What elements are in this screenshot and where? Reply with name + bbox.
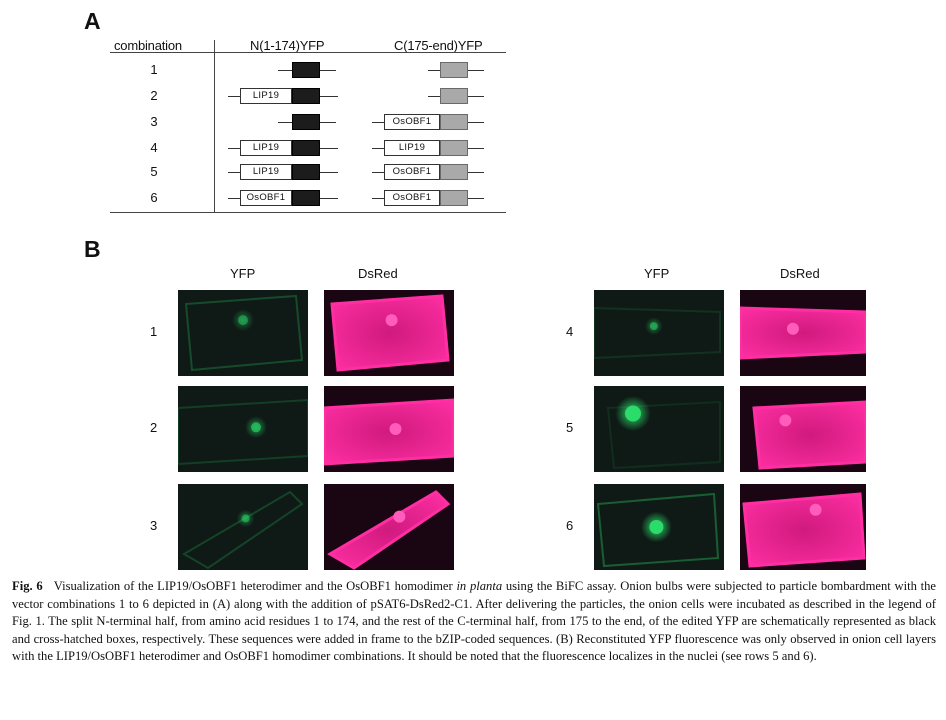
dsred-micrograph bbox=[324, 386, 454, 472]
n-yfp-fragment-box bbox=[292, 88, 320, 104]
yfp-micrograph bbox=[594, 386, 724, 472]
table-top-rule bbox=[110, 52, 506, 53]
header-n-half: N(1-174)YFP bbox=[250, 38, 325, 53]
c-fusion-partner-box: OsOBF1 bbox=[384, 164, 440, 180]
left-yfp-column-label: YFP bbox=[230, 266, 256, 281]
caption-text-1: Visualization of the LIP19/OsOBF1 hetero… bbox=[53, 579, 457, 593]
combination-number: 1 bbox=[150, 62, 158, 77]
yfp-micrograph bbox=[178, 484, 308, 570]
dsred-micrograph bbox=[324, 290, 454, 376]
right-dsred-column-label: DsRed bbox=[780, 266, 820, 281]
c-yfp-construct: LIP19 bbox=[110, 140, 506, 156]
caption-text-2: using the BiFC assay. Onion bulbs were s… bbox=[12, 579, 936, 664]
figure-label: Fig. 6 bbox=[12, 579, 43, 593]
yfp-micrograph bbox=[178, 290, 308, 376]
dsred-micrograph bbox=[740, 484, 866, 570]
n-fusion-partner-box: OsOBF1 bbox=[240, 190, 292, 206]
n-yfp-construct: LIP19 bbox=[110, 88, 506, 104]
combination-number: 4 bbox=[150, 140, 158, 155]
c-yfp-construct bbox=[110, 62, 506, 78]
combination-number: 2 bbox=[150, 88, 158, 103]
c-yfp-fragment-box bbox=[440, 88, 468, 104]
c-fusion-partner-box: LIP19 bbox=[384, 140, 440, 156]
n-yfp-construct: OsOBF1 bbox=[110, 190, 506, 206]
caption-italic: in planta bbox=[456, 579, 503, 593]
n-yfp-construct: LIP19 bbox=[110, 140, 506, 156]
figure-caption: Fig. 6 Visualization of the LIP19/OsOBF1… bbox=[12, 578, 936, 666]
panel-a-letter: A bbox=[84, 8, 101, 34]
header-combination: combination bbox=[114, 38, 182, 53]
micrograph-row-number: 2 bbox=[150, 420, 158, 435]
c-yfp-fragment-box bbox=[440, 114, 468, 130]
n-yfp-construct: LIP19 bbox=[110, 164, 506, 180]
right-yfp-column-label: YFP bbox=[644, 266, 670, 281]
n-yfp-construct bbox=[110, 62, 506, 78]
n-yfp-fragment-box bbox=[292, 140, 320, 156]
micrograph-row-number: 5 bbox=[566, 420, 574, 435]
c-yfp-construct bbox=[110, 88, 506, 104]
c-yfp-fragment-box bbox=[440, 140, 468, 156]
yfp-micrograph bbox=[178, 386, 308, 472]
c-fusion-partner-box: OsOBF1 bbox=[384, 114, 440, 130]
micrograph-row-number: 3 bbox=[150, 518, 158, 533]
c-yfp-construct: OsOBF1 bbox=[110, 190, 506, 206]
combination-number: 5 bbox=[150, 164, 158, 179]
n-yfp-construct bbox=[110, 114, 506, 130]
header-c-half: C(175-end)YFP bbox=[394, 38, 483, 53]
n-yfp-fragment-box bbox=[292, 62, 320, 78]
n-fusion-partner-box: LIP19 bbox=[240, 164, 292, 180]
n-fusion-partner-box: LIP19 bbox=[240, 88, 292, 104]
n-yfp-fragment-box bbox=[292, 190, 320, 206]
c-yfp-fragment-box bbox=[440, 62, 468, 78]
n-fusion-partner-box: LIP19 bbox=[240, 140, 292, 156]
n-yfp-fragment-box bbox=[292, 164, 320, 180]
c-yfp-construct: OsOBF1 bbox=[110, 114, 506, 130]
dsred-micrograph bbox=[740, 290, 866, 376]
yfp-micrograph bbox=[594, 484, 724, 570]
table-column-divider bbox=[214, 40, 215, 212]
table-bottom-rule bbox=[110, 212, 506, 213]
yfp-micrograph bbox=[594, 290, 724, 376]
c-fusion-partner-box: OsOBF1 bbox=[384, 190, 440, 206]
combination-number: 6 bbox=[150, 190, 158, 205]
panel-b-letter: B bbox=[84, 236, 101, 262]
micrograph-row-number: 4 bbox=[566, 324, 574, 339]
c-yfp-fragment-box bbox=[440, 164, 468, 180]
combination-number: 3 bbox=[150, 114, 158, 129]
n-yfp-fragment-box bbox=[292, 114, 320, 130]
panel-a-construct-table: combination N(1-174)YFP C(175-end)YFP 1 2… bbox=[110, 32, 506, 214]
dsred-micrograph bbox=[324, 484, 454, 570]
dsred-micrograph bbox=[740, 386, 866, 472]
micrograph-row-number: 1 bbox=[150, 324, 158, 339]
micrograph-row-number: 6 bbox=[566, 518, 574, 533]
left-dsred-column-label: DsRed bbox=[358, 266, 398, 281]
c-yfp-fragment-box bbox=[440, 190, 468, 206]
c-yfp-construct: OsOBF1 bbox=[110, 164, 506, 180]
